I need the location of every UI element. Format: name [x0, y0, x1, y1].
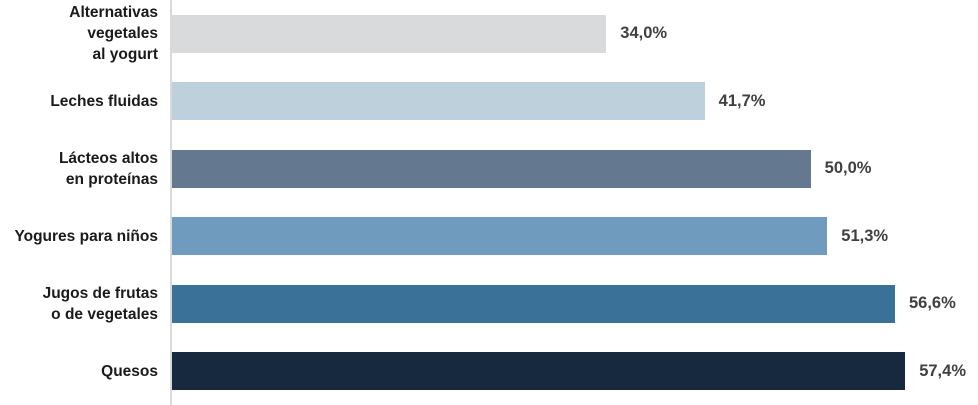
plot-area: 50,0% — [170, 135, 978, 203]
category-label-line: Quesos — [101, 362, 158, 380]
chart-row: Yogures para niños 51,3% — [0, 202, 978, 271]
value-label: 56,6% — [908, 294, 956, 313]
value-label: 41,7% — [718, 91, 766, 110]
category-label: Quesos — [0, 338, 170, 405]
category-label: Jugos de frutas o de vegetales — [0, 270, 170, 338]
bar — [172, 82, 705, 121]
category-label: Yogures para niños — [0, 203, 170, 271]
category-label: Leches fluidas — [0, 68, 170, 136]
bar — [172, 284, 895, 323]
category-label-line: Lácteos altos — [58, 149, 158, 167]
plot-area: 56,6% — [170, 270, 978, 338]
bar — [172, 352, 906, 391]
chart-row: Alternativas vegetales al yogurt 34,0% — [0, 0, 978, 68]
plot-area: 57,4% — [170, 337, 978, 405]
category-label: Lácteos altos en proteínas — [0, 135, 170, 203]
plot-area: 51,3% — [170, 202, 978, 270]
category-label: Alternativas vegetales al yogurt — [0, 0, 170, 68]
value-label: 51,3% — [841, 226, 889, 245]
category-label-line: Leches fluidas — [50, 92, 158, 110]
plot-area: 41,7% — [170, 67, 978, 135]
category-label-line: al yogurt — [92, 46, 158, 64]
bar — [172, 149, 811, 188]
chart-row: Quesos 57,4% — [0, 337, 978, 405]
category-label-line: Yogures para niños — [14, 227, 158, 245]
value-label: 50,0% — [824, 159, 872, 178]
category-label-line: o de vegetales — [51, 305, 158, 323]
plot-area: 34,0% — [170, 0, 978, 68]
chart-row: Lácteos altos en proteínas 50,0% — [0, 135, 978, 203]
bar — [172, 217, 828, 256]
bar — [172, 14, 607, 53]
category-label-line: Jugos de frutas — [42, 284, 158, 302]
chart-row: Jugos de frutas o de vegetales 56,6% — [0, 270, 978, 338]
chart-row: Leches fluidas 41,7% — [0, 67, 978, 136]
value-label: 57,4% — [919, 361, 966, 380]
category-label-line: en proteínas — [65, 170, 158, 188]
category-label-line: Alternativas vegetales — [69, 4, 158, 43]
value-label: 34,0% — [620, 24, 668, 43]
